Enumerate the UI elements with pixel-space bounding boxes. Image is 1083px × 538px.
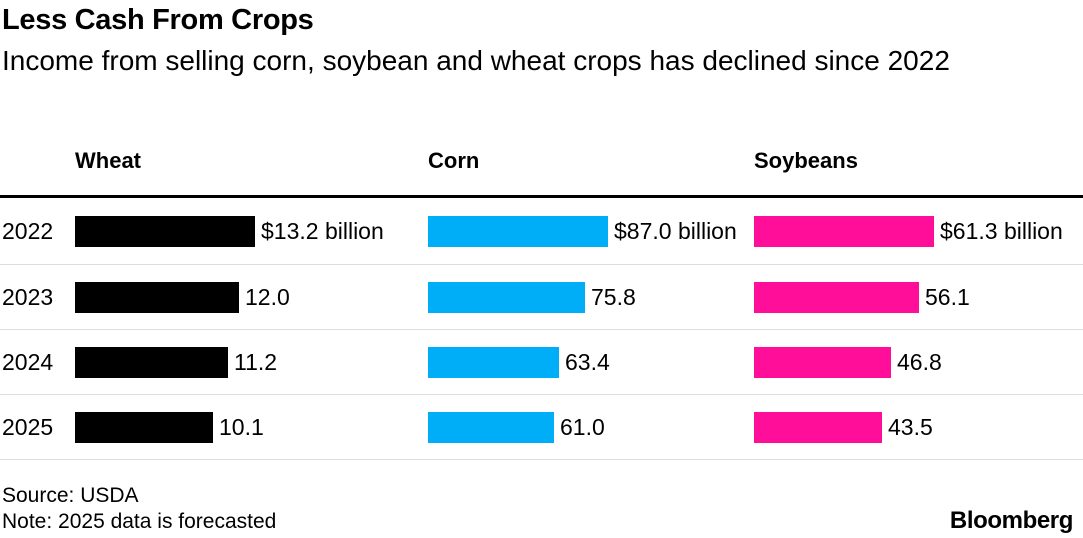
bar-corn-2023 bbox=[428, 282, 585, 313]
forecast-note: Note: 2025 data is forecasted bbox=[2, 510, 277, 533]
value-label-soybeans-2025: 43.5 bbox=[888, 414, 933, 440]
year-label-2025: 2025 bbox=[2, 414, 54, 440]
bloomberg-logo: Bloomberg bbox=[949, 507, 1073, 534]
row-divider bbox=[0, 264, 1083, 265]
value-label-soybeans-2023: 56.1 bbox=[925, 284, 970, 310]
column-header-soybeans: Soybeans bbox=[754, 148, 858, 173]
year-label-2023: 2023 bbox=[2, 284, 54, 310]
row-divider bbox=[0, 329, 1083, 330]
value-label-soybeans-2022: $61.3 billion bbox=[940, 218, 1063, 244]
bar-corn-2024 bbox=[428, 347, 559, 378]
bar-wheat-2022 bbox=[75, 216, 255, 247]
bar-soybeans-2025 bbox=[754, 412, 882, 443]
column-header-corn: Corn bbox=[428, 148, 480, 173]
value-label-wheat-2025: 10.1 bbox=[219, 414, 264, 440]
bar-wheat-2023 bbox=[75, 282, 239, 313]
bar-soybeans-2024 bbox=[754, 347, 891, 378]
column-header-wheat: Wheat bbox=[75, 148, 141, 173]
value-label-soybeans-2024: 46.8 bbox=[897, 349, 942, 375]
value-label-corn-2024: 63.4 bbox=[565, 349, 610, 375]
row-divider bbox=[0, 459, 1083, 460]
bar-soybeans-2022 bbox=[754, 216, 934, 247]
source-note: Source: USDA bbox=[2, 484, 139, 507]
chart-subtitle: Income from selling corn, soybean and wh… bbox=[2, 45, 950, 76]
value-label-wheat-2022: $13.2 billion bbox=[261, 218, 384, 244]
value-label-wheat-2024: 11.2 bbox=[234, 349, 278, 375]
value-label-corn-2022: $87.0 billion bbox=[614, 218, 737, 244]
year-label-2022: 2022 bbox=[2, 218, 54, 244]
value-label-corn-2025: 61.0 bbox=[560, 414, 605, 440]
chart-title: Less Cash From Crops bbox=[2, 4, 314, 36]
bar-soybeans-2023 bbox=[754, 282, 919, 313]
header-rule bbox=[0, 195, 1083, 198]
bar-corn-2025 bbox=[428, 412, 554, 443]
bar-wheat-2025 bbox=[75, 412, 213, 443]
value-label-wheat-2023: 12.0 bbox=[245, 284, 290, 310]
value-label-corn-2023: 75.8 bbox=[591, 284, 636, 310]
bar-wheat-2024 bbox=[75, 347, 228, 378]
row-divider bbox=[0, 394, 1083, 395]
bar-corn-2022 bbox=[428, 216, 608, 247]
year-label-2024: 2024 bbox=[2, 349, 54, 375]
